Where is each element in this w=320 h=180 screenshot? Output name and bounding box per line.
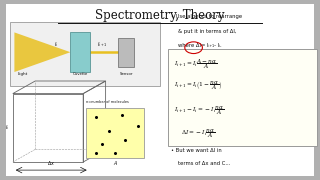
Text: Sensor: Sensor [120, 72, 133, 76]
Text: terms of Δx and C...: terms of Δx and C... [178, 161, 230, 166]
Text: n=number of molecules: n=number of molecules [86, 100, 129, 104]
Text: • Use algebra to rearrange: • Use algebra to rearrange [171, 14, 242, 19]
Text: where ΔI= Iᵢ₊₁- Iᵢ.: where ΔI= Iᵢ₊₁- Iᵢ. [178, 43, 221, 48]
Text: $I_{i+1} = I_i \left(1 - \dfrac{n\alpha}{A}\right)$: $I_{i+1} = I_i \left(1 - \dfrac{n\alpha}… [174, 79, 223, 92]
FancyBboxPatch shape [168, 49, 317, 146]
Text: $I_i$: $I_i$ [54, 40, 58, 49]
Polygon shape [14, 32, 70, 72]
Text: $I_{i+1} - I_i = -I_i \dfrac{n\alpha}{A}$: $I_{i+1} - I_i = -I_i \dfrac{n\alpha}{A}… [174, 104, 225, 117]
Text: & put it in terms of ΔI,: & put it in terms of ΔI, [178, 29, 236, 34]
FancyBboxPatch shape [10, 22, 160, 86]
Text: $I_{i+1} = I_i \dfrac{A - n\alpha}{A}$: $I_{i+1} = I_i \dfrac{A - n\alpha}{A}$ [174, 57, 218, 71]
Text: $\Delta x$: $\Delta x$ [47, 159, 55, 167]
Text: $I_i$: $I_i$ [5, 123, 10, 132]
Text: $\Delta I = -I_i \dfrac{n\alpha}{A}$: $\Delta I = -I_i \dfrac{n\alpha}{A}$ [181, 127, 215, 140]
FancyBboxPatch shape [118, 38, 134, 67]
Text: Cuvette: Cuvette [72, 72, 88, 76]
FancyBboxPatch shape [70, 32, 90, 72]
Text: $I_{i+1}$: $I_{i+1}$ [97, 40, 108, 49]
Text: Light: Light [17, 72, 28, 76]
FancyBboxPatch shape [6, 4, 314, 176]
FancyBboxPatch shape [86, 108, 144, 158]
Text: $A$: $A$ [113, 159, 118, 167]
Text: • But we want ΔI in: • But we want ΔI in [171, 148, 222, 154]
Text: Spectrometry, Theory: Spectrometry, Theory [95, 9, 225, 22]
